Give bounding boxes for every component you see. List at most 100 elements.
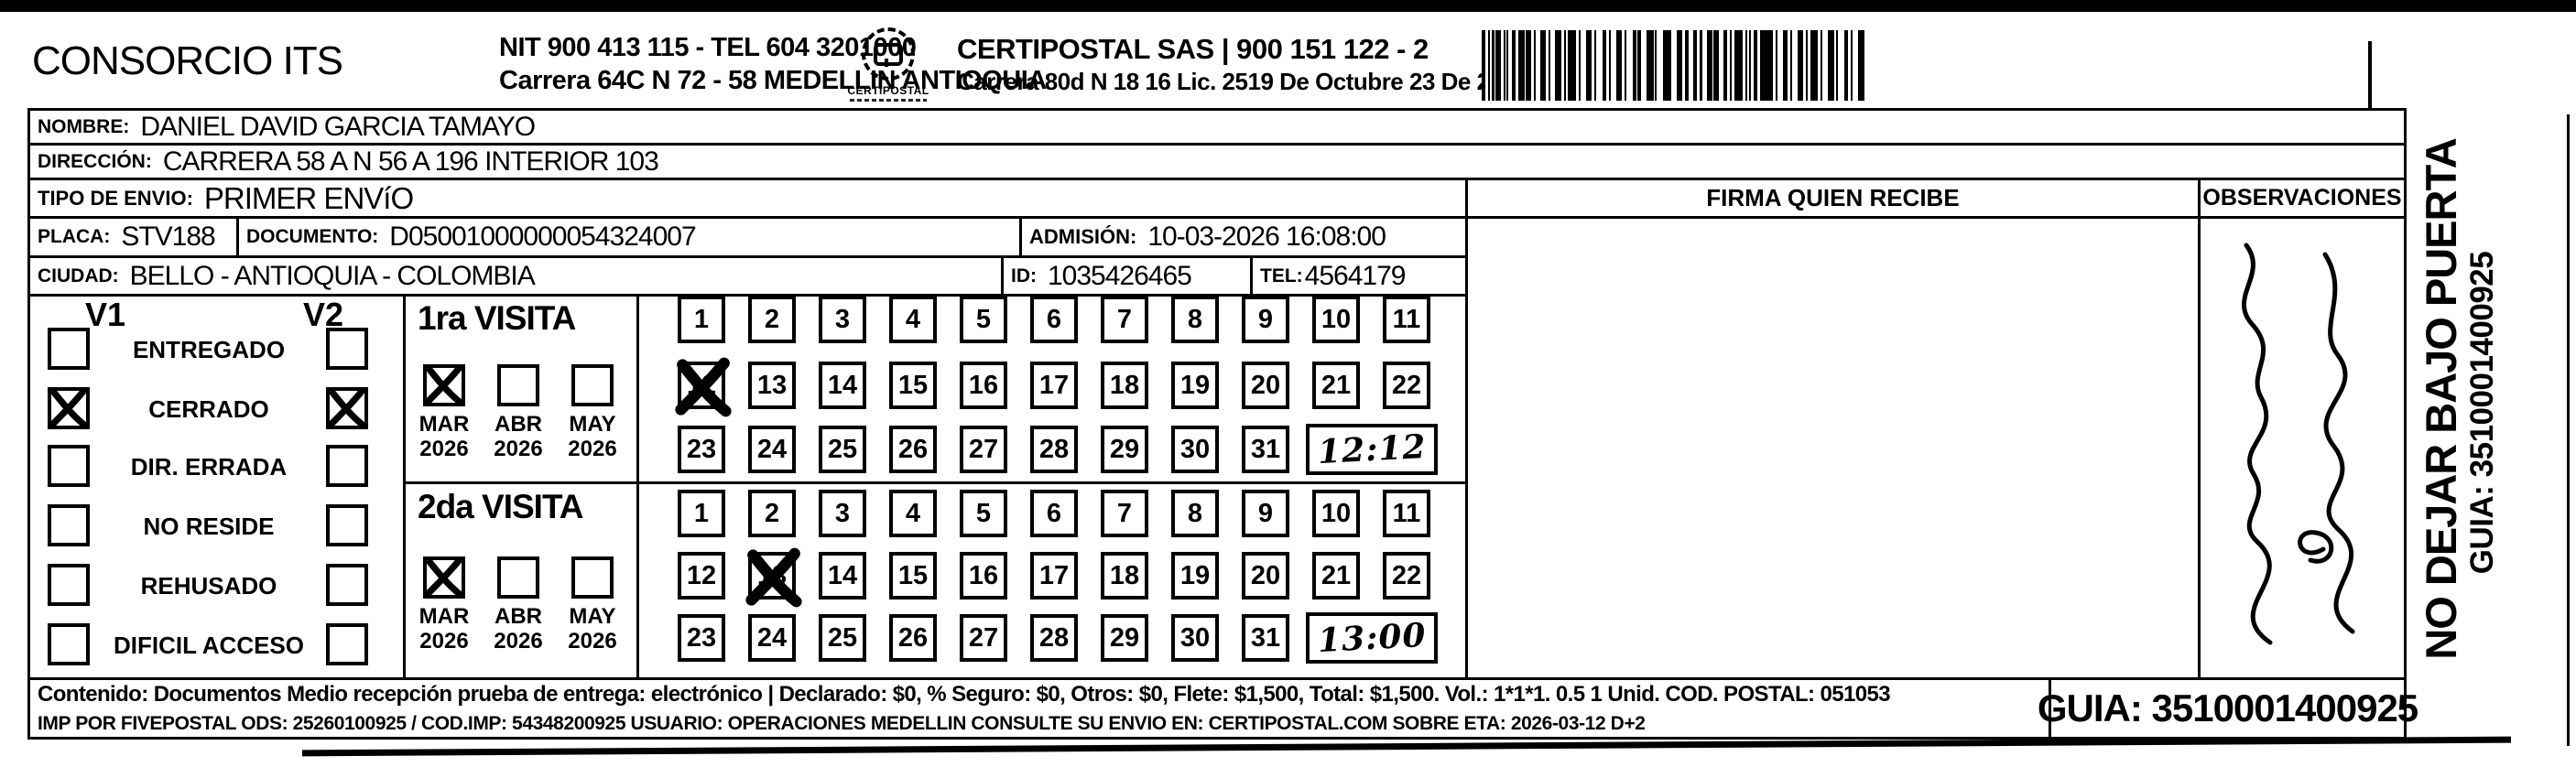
ciudad-value: BELLO - ANTIOQUIA - COLOMBIA — [129, 260, 536, 291]
day-7-visit1[interactable]: 7 — [1101, 296, 1148, 343]
checkbox-visit1-may[interactable] — [571, 364, 614, 406]
day-30-visit2[interactable]: 30 — [1171, 614, 1219, 662]
day-22-visit2[interactable]: 22 — [1383, 552, 1430, 600]
day-12-visit1[interactable]: 12 — [675, 357, 732, 417]
day-1-visit2[interactable]: 1 — [678, 490, 725, 537]
logo-slogan — [850, 99, 927, 102]
day-11-visit2[interactable]: 11 — [1383, 490, 1430, 537]
tipo-envio-label: TIPO DE ENVIO: — [38, 186, 193, 210]
day-16-visit1[interactable]: 16 — [960, 362, 1007, 409]
day-23-visit1[interactable]: 23 — [678, 426, 725, 473]
month-label: ABR — [495, 604, 542, 629]
checkbox-visit2-mar[interactable] — [423, 556, 465, 599]
day-13-visit1[interactable]: 13 — [748, 362, 796, 409]
day-2-visit2[interactable]: 2 — [748, 490, 796, 537]
checkbox-v1-cerrado[interactable] — [48, 387, 90, 429]
day-8-visit1[interactable]: 8 — [1171, 296, 1219, 343]
day-31-visit2[interactable]: 31 — [1242, 614, 1289, 662]
day-3-visit1[interactable]: 3 — [819, 296, 866, 343]
day-25-visit2[interactable]: 25 — [819, 614, 866, 662]
checkbox-v2-dificil-acceso[interactable] — [326, 623, 368, 665]
day-18-visit2[interactable]: 18 — [1101, 552, 1148, 600]
day-9-visit2[interactable]: 9 — [1242, 490, 1289, 537]
day-28-visit2[interactable]: 28 — [1030, 614, 1078, 662]
day-14-visit1[interactable]: 14 — [819, 362, 866, 409]
day-4-visit2[interactable]: 4 — [889, 490, 937, 537]
day-5-visit2[interactable]: 5 — [960, 490, 1007, 537]
checkbox-visit1-abr[interactable] — [497, 364, 539, 406]
day-26-visit1[interactable]: 26 — [889, 426, 937, 473]
day-14-visit2[interactable]: 14 — [819, 552, 866, 600]
day-20-visit2[interactable]: 20 — [1242, 552, 1289, 600]
day-13-visit2[interactable]: 13 — [745, 547, 802, 608]
day-28-visit1[interactable]: 28 — [1030, 426, 1078, 473]
checkbox-v2-dir-errada[interactable] — [326, 445, 368, 487]
checkbox-visit1-mar[interactable] — [423, 364, 465, 406]
day-15-visit1[interactable]: 15 — [889, 362, 937, 409]
documento-label: DOCUMENTO: — [246, 226, 379, 247]
day-19-visit1[interactable]: 19 — [1171, 362, 1219, 409]
day-1-visit1[interactable]: 1 — [678, 296, 725, 343]
day-19-visit2[interactable]: 19 — [1171, 552, 1219, 600]
ciudad-cell: CIUDAD: BELLO - ANTIOQUIA - COLOMBIA — [27, 255, 1004, 297]
checkbox-v1-dificil-acceso[interactable] — [48, 623, 90, 665]
day-7-visit2[interactable]: 7 — [1101, 490, 1148, 537]
day-21-visit2[interactable]: 21 — [1312, 552, 1360, 600]
day-29-visit1[interactable]: 29 — [1101, 426, 1148, 473]
firma-area — [1465, 216, 2201, 680]
day-21-visit1[interactable]: 21 — [1312, 362, 1360, 409]
day-24-visit2[interactable]: 24 — [748, 614, 796, 662]
checkbox-v1-rehusado[interactable] — [48, 564, 90, 606]
observaciones-header: OBSERVACIONES — [2198, 178, 2407, 219]
checkbox-v1-dir-errada[interactable] — [48, 445, 90, 487]
day-2-visit1[interactable]: 2 — [748, 296, 796, 343]
checkbox-v1-no-reside[interactable] — [48, 504, 90, 546]
day-26-visit2[interactable]: 26 — [889, 614, 937, 662]
day-31-visit1[interactable]: 31 — [1242, 426, 1289, 473]
day-15-visit2[interactable]: 15 — [889, 552, 937, 600]
day-12-visit2[interactable]: 12 — [678, 552, 725, 600]
checkbox-v2-cerrado[interactable] — [326, 387, 368, 429]
v1-header: V1 — [84, 296, 126, 333]
day-8-visit2[interactable]: 8 — [1171, 490, 1219, 537]
day-6-visit1[interactable]: 6 — [1030, 296, 1078, 343]
day-6-visit2[interactable]: 6 — [1030, 490, 1078, 537]
day-20-visit1[interactable]: 20 — [1242, 362, 1289, 409]
day-29-visit2[interactable]: 29 — [1101, 614, 1148, 662]
visita1-title: 1ra VISITA — [418, 299, 576, 337]
day-11-visit1[interactable]: 11 — [1383, 296, 1430, 343]
day-4-visit1[interactable]: 4 — [889, 296, 937, 343]
x-mark — [745, 547, 802, 608]
status-label-cerrado: CERRADO — [148, 395, 269, 423]
status-label-rehusado: REHUSADO — [140, 572, 277, 600]
day-5-visit1[interactable]: 5 — [960, 296, 1007, 343]
documento-value: D05001000000054324007 — [389, 221, 696, 252]
day-10-visit2[interactable]: 10 — [1312, 490, 1360, 537]
checkbox-v2-no-reside[interactable] — [326, 504, 368, 546]
day-10-visit1[interactable]: 10 — [1312, 296, 1360, 343]
day-3-visit2[interactable]: 3 — [819, 490, 866, 537]
tel-label: TEL: — [1260, 265, 1303, 286]
checkbox-v1-entregado[interactable] — [48, 328, 90, 370]
contenido-line1: Contenido: Documentos Medio recepción pr… — [38, 682, 1891, 707]
day-18-visit1[interactable]: 18 — [1101, 362, 1148, 409]
checkbox-v2-rehusado[interactable] — [326, 564, 368, 606]
day-17-visit2[interactable]: 17 — [1030, 552, 1078, 600]
day-23-visit2[interactable]: 23 — [678, 614, 725, 662]
id-value: 1035426465 — [1048, 260, 1192, 291]
checkbox-v2-entregado[interactable] — [326, 328, 368, 370]
checkbox-visit2-may[interactable] — [571, 556, 614, 599]
day-25-visit1[interactable]: 25 — [819, 426, 866, 473]
day-17-visit1[interactable]: 17 — [1030, 362, 1078, 409]
contenido-line2: IMP POR FIVEPOSTAL ODS: 25260100925 / CO… — [38, 713, 1646, 734]
firma-header: FIRMA QUIEN RECIBE — [1465, 178, 2201, 219]
day-27-visit2[interactable]: 27 — [960, 614, 1007, 662]
day-24-visit1[interactable]: 24 — [748, 426, 796, 473]
day-27-visit1[interactable]: 27 — [960, 426, 1007, 473]
day-30-visit1[interactable]: 30 — [1171, 426, 1219, 473]
status-label-no-reside: NO RESIDE — [143, 513, 275, 540]
checkbox-visit2-abr[interactable] — [497, 556, 539, 599]
day-16-visit2[interactable]: 16 — [960, 552, 1007, 600]
day-9-visit1[interactable]: 9 — [1242, 296, 1289, 343]
day-22-visit1[interactable]: 22 — [1383, 362, 1430, 409]
